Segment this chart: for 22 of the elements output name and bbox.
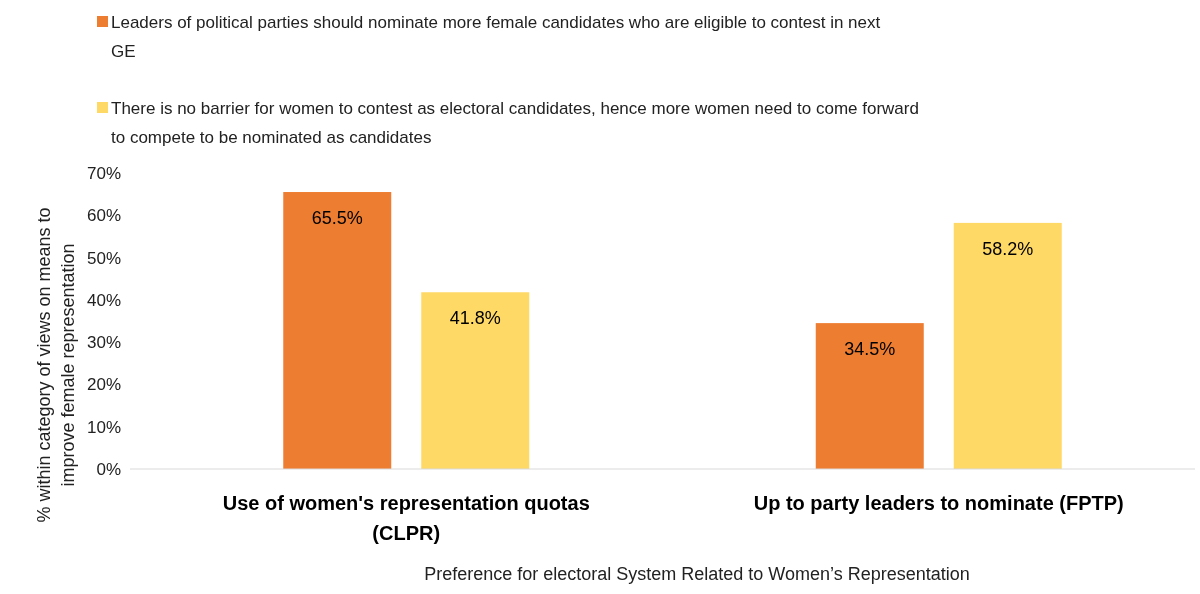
y-tick-label: 20% [86,375,121,395]
y-tick-label: 30% [86,333,121,353]
y-axis-title: % within category of views on means to improve female representation [34,207,78,523]
x-tick-label: Use of women's representation quotas (CLPR) [222,492,590,544]
bar [953,222,1062,469]
text: 41.8% [449,308,501,329]
text: 65.5% [311,208,363,229]
y-tick-label: 70% [86,164,121,183]
y-tick-label: 50% [86,248,121,268]
y-tick-label: 40% [86,290,121,310]
x-axis-title: Preference for electoral System Related to Women’s Representation [424,564,970,584]
y-tick-label: 10% [86,417,121,437]
bar [815,323,924,469]
bar [421,292,530,469]
text: 34.5% [844,339,896,360]
bar [283,192,392,469]
legend-label: There is no barrier for women to contest as electoral candidates, hence more women need to come forward to compete to be nominated as candidates [111,99,919,147]
y-tick-label: 0% [96,460,121,479]
legend-label: Leaders of political parties should nominate more female candidates who are eligible to contest in next GE [111,13,881,61]
x-tick-label: Up to party leaders to nominate (FPTP) [753,492,1124,514]
y-tick-label: 60% [86,206,121,226]
text: 58.2% [982,238,1034,259]
